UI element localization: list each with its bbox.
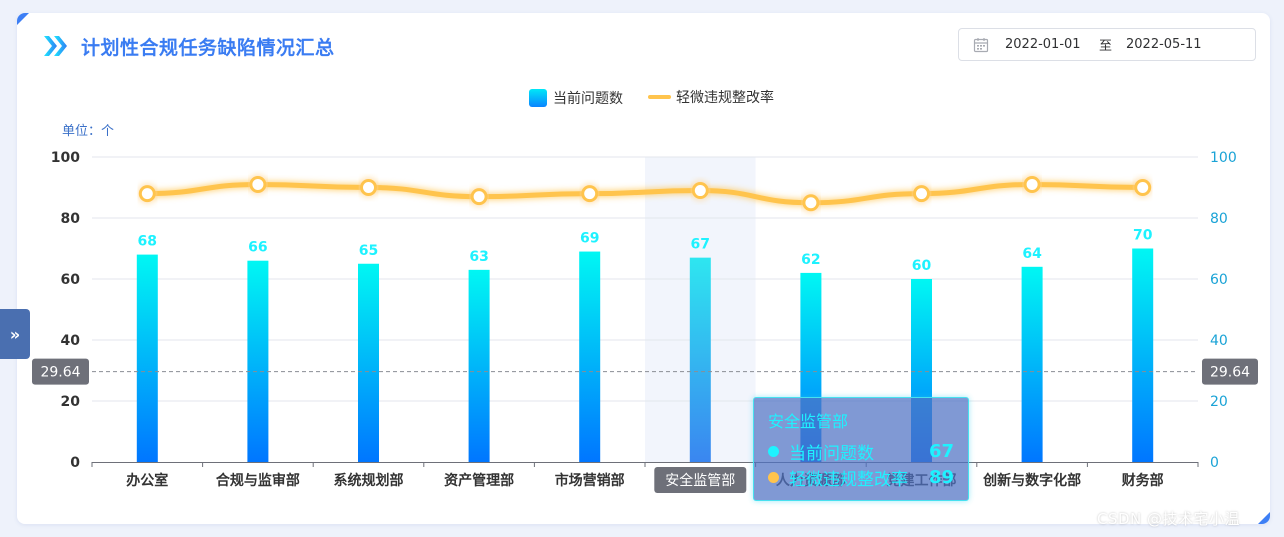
legend-swatch-issues: [529, 89, 547, 107]
y-left-tick-label: 60: [61, 272, 81, 288]
tooltip-dot-rate: [768, 471, 779, 483]
bar-9: [1132, 248, 1154, 462]
corner-accent-bottom-right: [1258, 512, 1270, 524]
page-title: 计划性合规任务缺陷情况汇总: [81, 36, 335, 59]
line-point-5: [691, 182, 709, 200]
sidebar-toggle-button[interactable]: »: [0, 309, 30, 359]
line-point-8: [1023, 175, 1041, 193]
date-end-input[interactable]: 2022-05-11: [1126, 37, 1202, 52]
chart-card: 计划性合规任务缺陷情况汇总 2022-01-01 至 2022-05-11: [17, 13, 1270, 524]
bar-3: [468, 269, 490, 462]
line-point-0: [138, 185, 156, 203]
line-point-9: [1134, 179, 1152, 196]
x-tick-label: 市场营销部: [555, 472, 625, 489]
y-right-tick-label: 60: [1210, 272, 1228, 288]
bar-1: [247, 260, 269, 462]
bar-value-label: 68: [138, 234, 157, 250]
axis-pointer-right-label: 29.64: [1210, 365, 1250, 381]
date-range-picker[interactable]: 2022-01-01 至 2022-05-11: [958, 28, 1256, 61]
line-point-3: [470, 188, 488, 206]
bar-2: [358, 263, 379, 462]
bar-value-label: 67: [691, 237, 710, 253]
x-tick-label: 财务部: [1121, 472, 1164, 489]
axis-pointer-right-badge: [1202, 358, 1258, 385]
y-right-tick-label: 40: [1210, 333, 1228, 349]
watermark: CSDN @技术宅小温: [1097, 510, 1241, 528]
x-tick-label: 合规与监审部: [216, 472, 300, 489]
line-point-4: [581, 185, 599, 203]
axis-pointer-left-label: 29.64: [40, 365, 80, 381]
bar-value-label: 60: [912, 258, 932, 274]
tooltip-dot-issues: [768, 445, 779, 457]
bar-0: [136, 254, 158, 462]
chart-tooltip: 安全监管部 当前问题数 67 轻微违规整改率 89: [753, 397, 969, 501]
line-point-7: [913, 185, 930, 203]
unit-label: 单位：个: [62, 124, 114, 139]
legend-label-rate: 轻微违规整改率: [676, 89, 774, 106]
y-left-tick-label: 40: [61, 333, 81, 349]
y-right-tick-label: 0: [1210, 455, 1219, 471]
bar-4: [579, 251, 601, 462]
x-tick-label: 办公室: [126, 472, 168, 489]
bar-value-label: 65: [359, 243, 378, 259]
x-pointer-badge: [654, 467, 747, 493]
tooltip-row-issues: 当前问题数 67: [768, 438, 954, 464]
bar-8: [1021, 266, 1043, 462]
double-chevron-icon: [44, 36, 67, 56]
tooltip-label-rate: 轻微违规整改率: [789, 469, 908, 490]
line-point-6: [802, 194, 820, 212]
legend-label-issues: 当前问题数: [553, 90, 623, 107]
line-series-rate: [144, 181, 1146, 206]
bar-value-label: 70: [1133, 228, 1153, 244]
bar-value-label: 62: [801, 252, 820, 268]
tooltip-value-issues: 67: [928, 440, 954, 462]
y-right-tick-label: 20: [1210, 394, 1228, 410]
line-point-2: [360, 179, 377, 196]
tooltip-row-rate: 轻微违规整改率 89: [768, 464, 954, 490]
bar-value-label: 66: [248, 240, 267, 256]
bar-5: [689, 257, 711, 462]
bar-value-label: 69: [580, 231, 599, 247]
x-tick-label: 安全监管部: [665, 472, 735, 489]
date-separator: 至: [1099, 39, 1113, 54]
y-left-tick-label: 20: [61, 394, 81, 410]
bar-value-label: 64: [1022, 246, 1042, 262]
date-start-input[interactable]: 2022-01-01: [1005, 37, 1081, 52]
y-right-tick-label: 100: [1210, 150, 1237, 166]
y-right-tick-label: 80: [1210, 211, 1228, 227]
bar-value-label: 63: [469, 249, 488, 265]
tooltip-title: 安全监管部: [768, 412, 849, 431]
tooltip-label-issues: 当前问题数: [789, 443, 874, 464]
y-left-tick-label: 80: [61, 211, 81, 227]
tooltip-value-rate: 89: [928, 466, 954, 488]
card-header: 计划性合规任务缺陷情况汇总: [41, 31, 335, 61]
y-left-tick-label: 0: [70, 455, 80, 471]
line-point-1: [249, 175, 267, 193]
axis-pointer-left-badge: [32, 358, 89, 385]
y-left-tick-label: 100: [51, 150, 80, 166]
corner-accent-top-left: [17, 13, 29, 25]
x-tick-label: 系统规划部: [334, 472, 404, 489]
x-tick-label: 创新与数字化部: [982, 472, 1081, 489]
calendar-icon: [973, 37, 989, 52]
x-tick-label: 资产管理部: [444, 472, 514, 489]
